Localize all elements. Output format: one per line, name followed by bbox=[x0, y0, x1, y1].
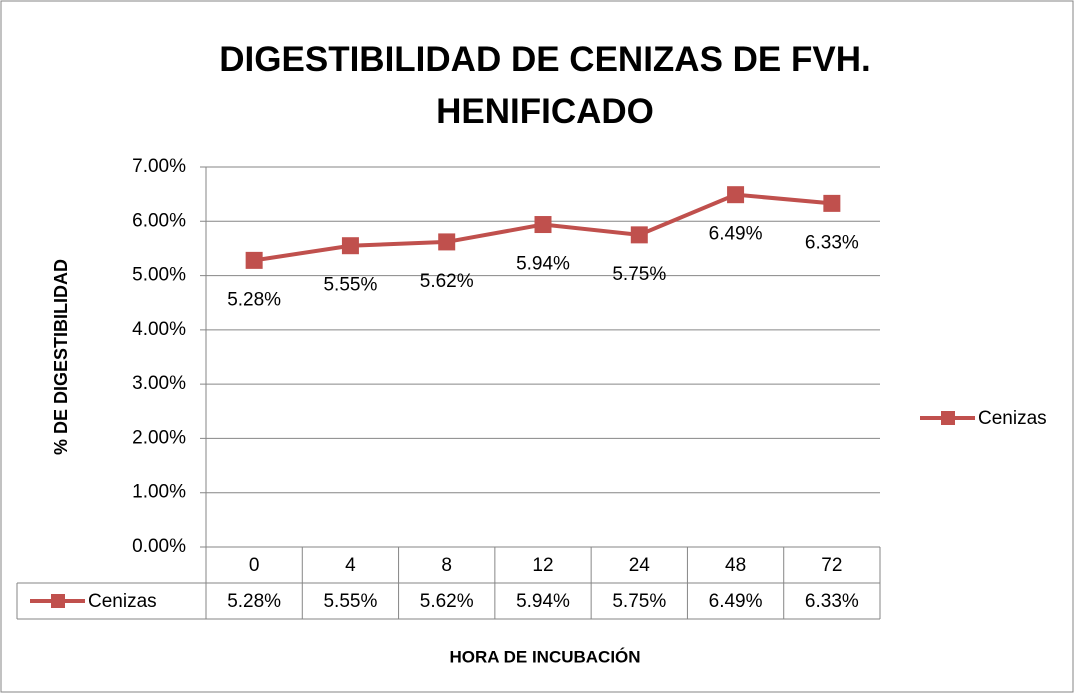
table-value: 5.75% bbox=[612, 591, 666, 612]
y-tick-label: 1.00% bbox=[132, 482, 186, 503]
point-marker bbox=[438, 233, 456, 251]
point-marker bbox=[823, 194, 841, 212]
data-label: 5.28% bbox=[227, 289, 281, 310]
table-value: 5.62% bbox=[420, 591, 474, 612]
data-label: 5.94% bbox=[516, 254, 570, 275]
point-marker bbox=[727, 186, 745, 204]
data-label: 5.55% bbox=[323, 275, 377, 296]
x-tick-label: 24 bbox=[629, 555, 651, 576]
point-marker bbox=[341, 237, 359, 255]
table-value: 5.28% bbox=[227, 591, 281, 612]
table-value: 6.33% bbox=[805, 591, 859, 612]
table-value: 5.55% bbox=[323, 591, 377, 612]
x-tick-label: 4 bbox=[345, 555, 356, 576]
legend-marker bbox=[941, 411, 955, 425]
table-value: 6.49% bbox=[709, 591, 763, 612]
y-tick-label: 6.00% bbox=[132, 210, 186, 231]
table-key-marker bbox=[51, 594, 65, 608]
y-tick-label: 5.00% bbox=[132, 265, 186, 286]
point-marker bbox=[534, 216, 552, 234]
y-tick-label: 4.00% bbox=[132, 319, 186, 340]
data-label: 6.49% bbox=[709, 224, 763, 245]
y-tick-label: 7.00% bbox=[132, 156, 186, 177]
data-label: 5.62% bbox=[420, 271, 474, 292]
x-axis-title: HORA DE INCUBACIÓN bbox=[449, 647, 640, 666]
table-value: 5.94% bbox=[516, 591, 570, 612]
data-label: 6.33% bbox=[805, 232, 859, 253]
x-tick-label: 12 bbox=[532, 555, 553, 576]
table-key-label: Cenizas bbox=[88, 591, 157, 612]
x-tick-label: 48 bbox=[725, 555, 746, 576]
chart-title: DIGESTIBILIDAD DE CENIZAS DE FVH. HENIFI… bbox=[219, 40, 871, 131]
x-tick-label: 8 bbox=[441, 555, 452, 576]
y-tick-label: 2.00% bbox=[132, 427, 186, 448]
data-label: 5.75% bbox=[612, 264, 666, 285]
point-marker bbox=[245, 251, 263, 269]
x-tick-label: 0 bbox=[249, 555, 260, 576]
x-tick-label: 72 bbox=[821, 555, 842, 576]
y-tick-label: 0.00% bbox=[132, 536, 186, 557]
legend-label: Cenizas bbox=[978, 408, 1047, 429]
point-marker bbox=[630, 226, 648, 244]
y-tick-label: 3.00% bbox=[132, 373, 186, 394]
y-axis-title: % DE DIGESTIBILIDAD bbox=[51, 259, 71, 455]
